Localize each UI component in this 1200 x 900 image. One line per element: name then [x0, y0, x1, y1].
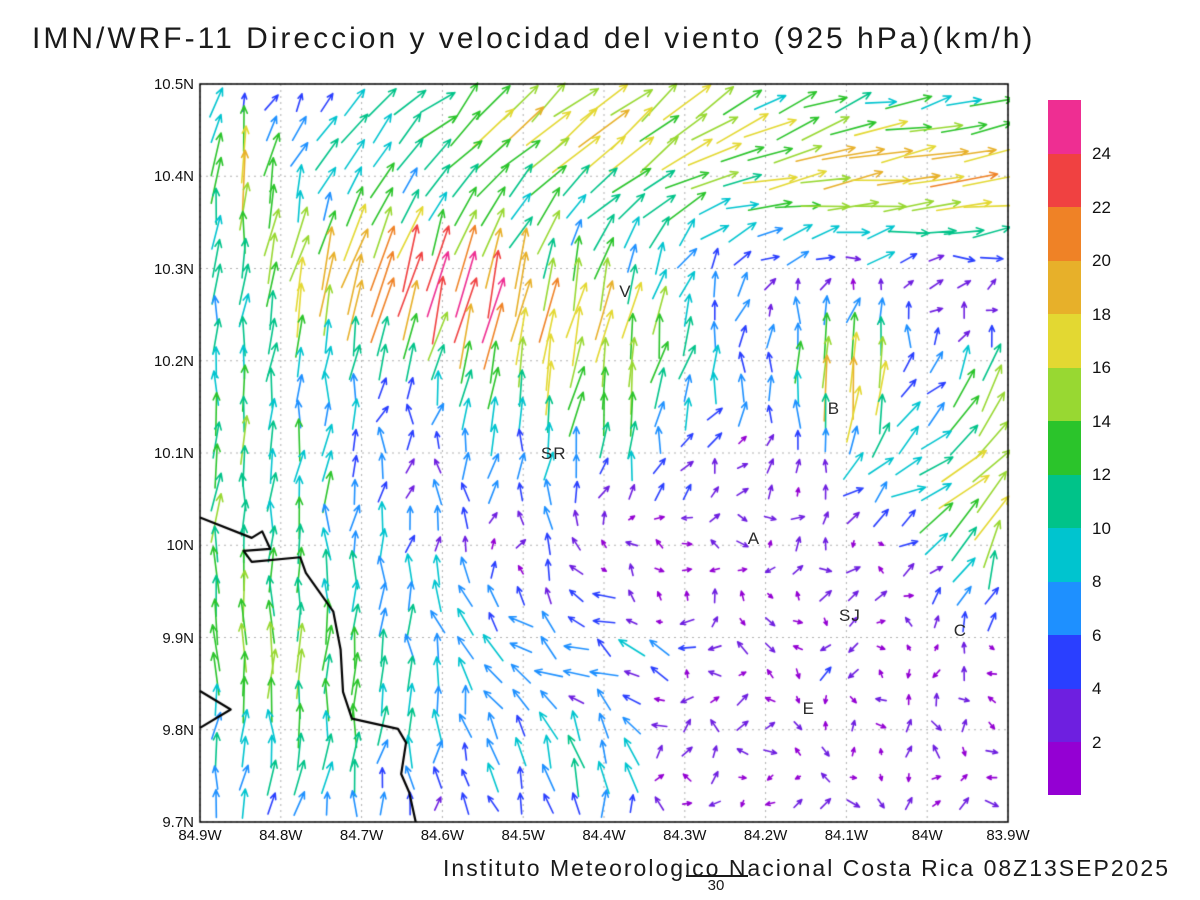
y-tick-label: 10.3N [153, 260, 194, 278]
colorbar-tick-label: 12 [1092, 465, 1111, 485]
y-tick-label: 9.7N [162, 814, 194, 831]
y-tick-label: 10.1N [153, 445, 194, 462]
colorbar-segment [1048, 420, 1081, 475]
colorbar-tick-label: 22 [1092, 197, 1111, 217]
colorbar-segment [1048, 474, 1081, 529]
colorbar-segment [1048, 313, 1081, 368]
y-tick-label: 9.8N [162, 721, 194, 739]
footnote-number: 30 [707, 877, 725, 894]
x-tick-label: 84.9W [178, 827, 222, 844]
x-tick-label: 84.1W [824, 827, 869, 844]
x-tick-label: 84.6W [420, 827, 465, 844]
y-tick-label: 10N [166, 537, 194, 555]
map-station-label: SR [540, 443, 567, 463]
x-tick-label: 84.3W [663, 827, 707, 844]
colorbar-segment [1048, 581, 1081, 636]
x-tick-label: 84W [911, 827, 943, 844]
x-tick-label: 84.2W [743, 827, 788, 844]
colorbar-segment [1048, 367, 1081, 422]
map-station-label: V [619, 282, 632, 302]
colorbar-segment [1048, 100, 1081, 154]
map-station-label: E [802, 699, 815, 719]
colorbar-tick-label: 6 [1092, 625, 1102, 645]
colorbar-tick-label: 2 [1092, 732, 1102, 752]
x-tick-label: 84.8W [259, 827, 303, 844]
x-tick-label: 84.4W [582, 827, 626, 844]
x-tick-label: 84.7W [339, 827, 384, 844]
colorbar-tick-label: 14 [1092, 411, 1111, 431]
colorbar-tick-label: 20 [1092, 251, 1111, 271]
map-station-label: B [827, 398, 841, 418]
colorbar-tick-label: 16 [1092, 358, 1111, 378]
x-tick-label: 83.9W [986, 827, 1030, 844]
map-station-label: A [747, 528, 761, 548]
colorbar-tick-label: 10 [1092, 518, 1111, 538]
colorbar-tick-label: 4 [1092, 679, 1102, 699]
colorbar-segment [1048, 153, 1081, 208]
x-tick-label: 84.5W [501, 827, 545, 844]
y-tick-label: 10.4N [153, 168, 194, 186]
colorbar-tick-label: 18 [1092, 304, 1111, 324]
colorbar-segment [1048, 527, 1081, 582]
colorbar-tick-label: 8 [1092, 572, 1102, 592]
map-station-label: SJ [839, 606, 861, 626]
colorbar-tick-label: 24 [1092, 144, 1111, 164]
colorbar-segment [1048, 741, 1081, 796]
colorbar-segment [1048, 688, 1081, 743]
y-tick-label: 10.5N [153, 76, 194, 93]
colorbar-segment [1048, 634, 1081, 689]
map-station-label: C [953, 620, 968, 640]
colorbar-segment [1048, 206, 1081, 261]
institute-caption: Instituto Meteorologico Nacional Costa R… [443, 855, 1170, 881]
caption-underline [686, 875, 748, 877]
y-tick-label: 10.2N [153, 352, 194, 370]
y-tick-label: 9.9N [162, 629, 194, 647]
colorbar-segment [1048, 260, 1081, 315]
